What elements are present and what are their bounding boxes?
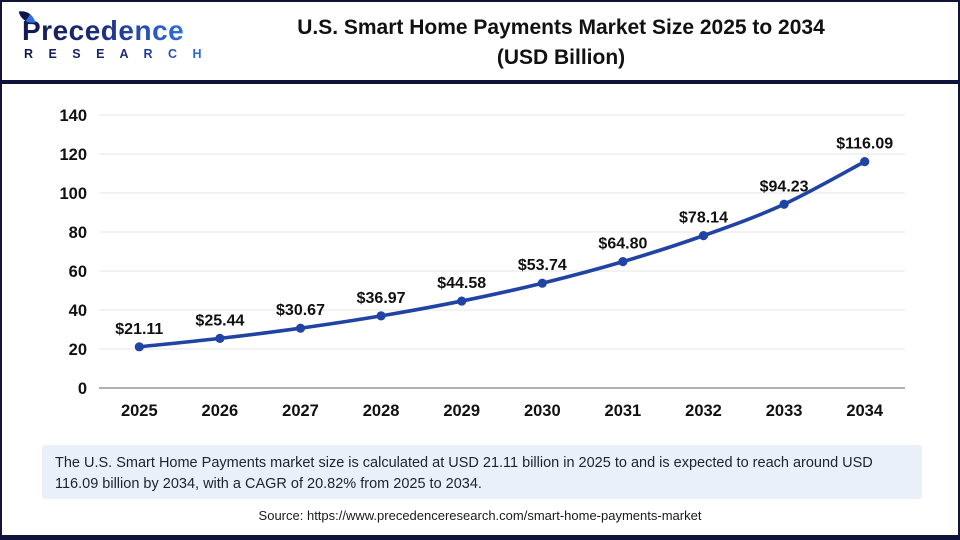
data-point-2025 xyxy=(134,342,144,352)
data-point-2030 xyxy=(537,278,547,288)
data-point-2032 xyxy=(698,231,709,241)
data-label-2028: $36.97 xyxy=(357,290,406,307)
data-label-2026: $25.44 xyxy=(195,312,244,329)
data-point-2026 xyxy=(215,333,225,343)
y-tick-label: 0 xyxy=(78,380,87,398)
data-label-2032: $78.14 xyxy=(679,210,728,227)
x-tick-label-2025: 2025 xyxy=(121,402,158,420)
y-tick-label: 140 xyxy=(59,107,87,125)
precedence-research-logo: Precedence R E S E A R C H xyxy=(18,8,208,61)
logo-sub-text: R E S E A R C H xyxy=(24,47,208,61)
y-tick-label: 40 xyxy=(69,302,87,320)
source-attribution: Source: https://www.precedenceresearch.c… xyxy=(258,508,702,523)
data-point-2031 xyxy=(618,257,628,267)
x-tick-label-2029: 2029 xyxy=(443,402,480,420)
y-tick-label: 120 xyxy=(59,146,87,164)
x-tick-label-2033: 2033 xyxy=(766,402,803,420)
header: Precedence R E S E A R C H U.S. Smart Ho… xyxy=(2,2,958,84)
y-tick-label: 60 xyxy=(69,263,87,281)
data-label-2033: $94.23 xyxy=(760,178,809,195)
data-label-2034: $116.09 xyxy=(836,136,893,153)
x-tick-label-2034: 2034 xyxy=(846,402,884,420)
data-point-2027 xyxy=(295,323,306,333)
y-tick-label: 20 xyxy=(69,341,87,359)
data-label-2029: $44.58 xyxy=(437,275,486,292)
y-tick-label: 80 xyxy=(69,224,87,242)
data-point-2029 xyxy=(457,296,467,306)
x-tick-label-2026: 2026 xyxy=(202,402,239,420)
page-title: U.S. Smart Home Payments Market Size 202… xyxy=(172,13,950,74)
series-line xyxy=(137,159,867,349)
data-point-2028 xyxy=(376,311,386,321)
data-label-2031: $64.80 xyxy=(598,236,647,253)
market-size-line-chart: 0 20 40 60 80 100 120 140 2025 2026 2027 2028 2029 20… xyxy=(59,107,905,420)
x-tick-label-2028: 2028 xyxy=(363,402,400,420)
chart-area: 0 20 40 60 80 100 120 140 2025 2026 2027 2028 2029 20… xyxy=(2,86,958,438)
data-point-2034 xyxy=(860,157,870,167)
title-line-2: (USD Billion) xyxy=(496,46,626,70)
x-tick-label-2031: 2031 xyxy=(605,402,642,420)
data-label-2025: $21.11 xyxy=(115,321,163,338)
summary-text: The U.S. Smart Home Payments market size… xyxy=(55,455,873,492)
x-tick-label-2032: 2032 xyxy=(685,402,722,420)
y-tick-label: 100 xyxy=(59,185,87,203)
data-label-2027: $30.67 xyxy=(276,302,325,319)
summary-callout: The U.S. Smart Home Payments market size… xyxy=(42,445,922,499)
logo-brand-text: Precedence xyxy=(22,15,185,46)
title-line-1: U.S. Smart Home Payments Market Size 202… xyxy=(297,16,825,39)
x-tick-label-2027: 2027 xyxy=(282,402,319,420)
data-point-2033 xyxy=(779,199,789,209)
data-label-2030: $53.74 xyxy=(518,257,567,274)
x-tick-label-2030: 2030 xyxy=(524,402,561,420)
